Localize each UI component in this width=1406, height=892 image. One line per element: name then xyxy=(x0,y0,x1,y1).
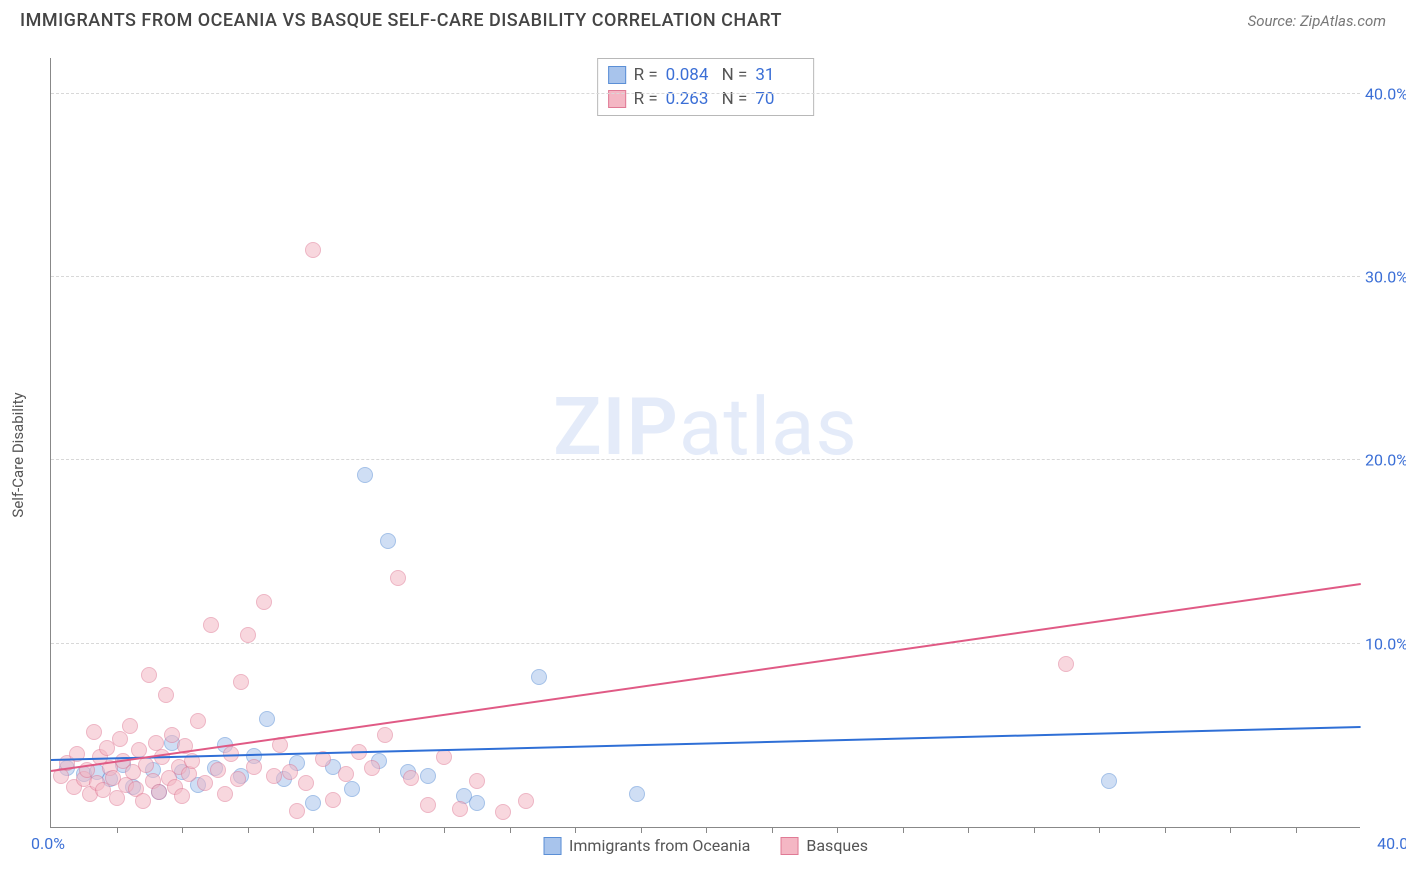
point-basques xyxy=(158,687,174,703)
point-basques xyxy=(305,242,321,258)
point-basques xyxy=(282,764,298,780)
point-basques xyxy=(135,793,151,809)
legend-item-oceania: Immigrants from Oceania xyxy=(543,836,750,855)
legend-swatch-basques xyxy=(780,837,798,855)
n-value-oceania: 31 xyxy=(755,65,803,85)
legend-label-basques: Basques xyxy=(806,836,868,855)
point-basques xyxy=(233,674,249,690)
gridline xyxy=(51,459,1360,460)
y-tick-label: 40.0% xyxy=(1365,84,1406,103)
x-tick xyxy=(248,827,249,833)
point-basques xyxy=(141,667,157,683)
gridline xyxy=(51,276,1360,277)
point-basques xyxy=(390,570,406,586)
point-oceania xyxy=(1101,773,1117,789)
point-basques xyxy=(436,749,452,765)
title-bar: IMMIGRANTS FROM OCEANIA VS BASQUE SELF-C… xyxy=(0,0,1406,39)
x-tick xyxy=(641,827,642,833)
x-tick xyxy=(837,827,838,833)
point-basques xyxy=(148,735,164,751)
x-tick-min: 0.0% xyxy=(31,834,65,853)
y-axis-label: Self-Care Disability xyxy=(9,392,27,517)
n-label: N = xyxy=(722,65,748,85)
source-name: ZipAtlas.com xyxy=(1300,12,1386,30)
point-basques xyxy=(377,727,393,743)
x-tick xyxy=(903,827,904,833)
point-oceania xyxy=(259,711,275,727)
point-oceania xyxy=(469,795,485,811)
point-basques xyxy=(266,768,282,784)
x-tick xyxy=(575,827,576,833)
point-basques xyxy=(246,759,262,775)
point-basques xyxy=(174,788,190,804)
source-attribution: Source: ZipAtlas.com xyxy=(1248,12,1386,30)
gridline xyxy=(51,93,1360,94)
x-tick xyxy=(706,827,707,833)
point-basques xyxy=(151,784,167,800)
series-legend: Immigrants from Oceania Basques xyxy=(543,836,868,855)
x-tick xyxy=(968,827,969,833)
point-basques xyxy=(197,775,213,791)
point-basques xyxy=(518,793,534,809)
point-oceania xyxy=(531,669,547,685)
chart-title: IMMIGRANTS FROM OCEANIA VS BASQUE SELF-C… xyxy=(20,10,782,31)
x-tick xyxy=(772,827,773,833)
x-tick xyxy=(1099,827,1100,833)
point-basques xyxy=(495,804,511,820)
x-tick xyxy=(313,827,314,833)
point-oceania xyxy=(420,768,436,784)
x-tick xyxy=(510,827,511,833)
x-tick xyxy=(182,827,183,833)
x-tick xyxy=(117,827,118,833)
point-basques xyxy=(217,786,233,802)
point-basques xyxy=(403,770,419,786)
point-basques xyxy=(240,627,256,643)
legend-label-oceania: Immigrants from Oceania xyxy=(569,836,750,855)
point-oceania xyxy=(357,467,373,483)
point-basques xyxy=(289,803,305,819)
point-basques xyxy=(469,773,485,789)
x-tick xyxy=(379,827,380,833)
legend-swatch-oceania xyxy=(543,837,561,855)
point-basques xyxy=(230,771,246,787)
y-tick-label: 10.0% xyxy=(1365,634,1406,653)
swatch-oceania xyxy=(608,66,626,84)
point-basques xyxy=(86,724,102,740)
y-tick-label: 30.0% xyxy=(1365,268,1406,287)
point-basques xyxy=(338,766,354,782)
point-oceania xyxy=(629,786,645,802)
stats-row-basques: R = 0.263 N = 70 xyxy=(608,87,804,111)
point-basques xyxy=(256,594,272,610)
y-tick-label: 20.0% xyxy=(1365,451,1406,470)
x-tick-max: 40.0% xyxy=(1377,834,1406,853)
point-oceania xyxy=(305,795,321,811)
point-oceania xyxy=(380,533,396,549)
x-tick xyxy=(1230,827,1231,833)
point-basques xyxy=(452,801,468,817)
point-basques xyxy=(325,792,341,808)
point-basques xyxy=(420,797,436,813)
point-basques xyxy=(364,760,380,776)
point-basques xyxy=(298,775,314,791)
r-value-oceania: 0.084 xyxy=(666,65,714,85)
point-oceania xyxy=(344,781,360,797)
point-basques xyxy=(210,762,226,778)
x-tick xyxy=(444,827,445,833)
x-tick xyxy=(1296,827,1297,833)
point-basques xyxy=(190,713,206,729)
source-label: Source: xyxy=(1248,12,1300,30)
x-tick xyxy=(1034,827,1035,833)
point-basques xyxy=(122,718,138,734)
gridline xyxy=(51,643,1360,644)
point-basques xyxy=(1058,656,1074,672)
legend-item-basques: Basques xyxy=(780,836,868,855)
point-basques xyxy=(203,617,219,633)
stats-legend-box: R = 0.084 N = 31 R = 0.263 N = 70 xyxy=(597,58,815,116)
x-tick xyxy=(1165,827,1166,833)
scatter-chart: ZIPatlas R = 0.084 N = 31 R = 0.263 N = … xyxy=(50,58,1360,828)
stats-row-oceania: R = 0.084 N = 31 xyxy=(608,63,804,87)
r-label: R = xyxy=(634,65,658,85)
